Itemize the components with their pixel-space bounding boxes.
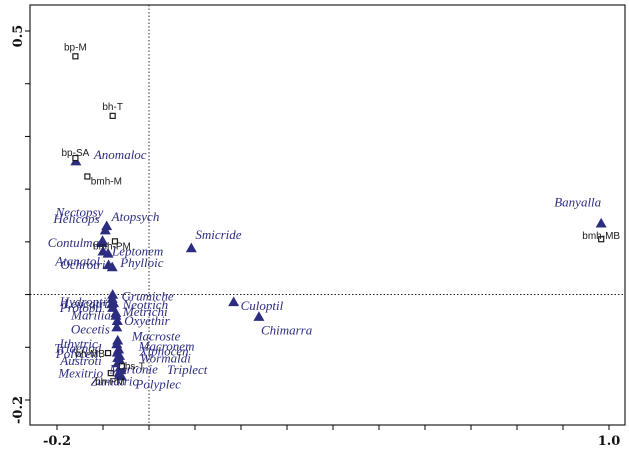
site-marker [118, 363, 125, 370]
site-marker [104, 349, 112, 357]
taxon-label: Triaenod [54, 341, 101, 356]
taxon-marker [115, 370, 127, 381]
taxon-label: Metrichi [122, 304, 168, 319]
taxon-label: Ithytric [59, 336, 98, 351]
site-label: bh-PM [95, 377, 124, 388]
taxon-label: Polyplec [134, 376, 181, 391]
taxon-label: Culoptil [241, 298, 284, 313]
site-label: bh-MB [76, 349, 106, 360]
taxon-label: Leptonem [111, 243, 163, 258]
taxon-label: Atanatol [54, 253, 100, 268]
taxon-label: Triplect [167, 362, 208, 377]
site-label: bh-T [102, 102, 123, 113]
taxon-label: Grumiche [122, 289, 174, 304]
site-marker [111, 238, 119, 245]
tick-marks [25, 30, 610, 430]
plot-frame [29, 4, 626, 426]
data-labels: Anomaloc Banyalla Atopsych Smicride Helicops… [48, 42, 621, 391]
taxon-marker [110, 310, 122, 320]
taxon-label: Polycen [55, 346, 98, 361]
taxon-marker [102, 247, 114, 258]
site-marker [72, 53, 79, 60]
taxon-label: Ochrotri [60, 257, 105, 272]
taxon-label: Hydropti [59, 294, 107, 309]
site-label: bmh-MB [582, 231, 620, 242]
taxon-label: Marilia [70, 308, 111, 323]
data-points [70, 53, 607, 381]
site-marker [598, 236, 605, 243]
taxon-label: Nectopsy [55, 204, 104, 219]
site-marker [72, 154, 79, 162]
taxon-label: Phylloic [119, 255, 164, 270]
site-label: bmh-M [91, 176, 122, 187]
site-marker [107, 370, 114, 377]
taxon-marker [106, 261, 118, 272]
taxon-label: Macroste [131, 328, 181, 343]
taxon-marker [111, 321, 123, 332]
taxon-label: Neotrich [122, 297, 169, 312]
taxon-label: Xiphocen [139, 344, 189, 359]
taxon-label: Macronem [138, 338, 195, 353]
site-label: bp-SA [62, 148, 90, 159]
taxon-label: Anomaloc [93, 147, 147, 162]
taxon-marker [111, 315, 123, 326]
taxon-label: Mexitrio [57, 366, 103, 381]
taxon-label: Contulma [48, 235, 100, 250]
taxon-marker [253, 311, 265, 321]
taxon-label: Protopti [59, 300, 103, 315]
site-label: bs-T [125, 361, 145, 372]
taxon-label: Smicride [195, 227, 241, 242]
taxon-label: Oxyethir [124, 313, 170, 328]
taxon-marker [185, 242, 197, 253]
y-tick-label-top: 0.5 [11, 25, 26, 48]
taxon-label: Banyalla [554, 194, 601, 209]
taxon-marker [228, 296, 240, 307]
taxon-marker [595, 217, 607, 228]
taxon-marker [96, 237, 108, 248]
taxon-label: Chimarra [261, 323, 313, 338]
taxon-label: Oecetis [71, 321, 110, 336]
taxon-label: Zumatric [91, 374, 139, 389]
x-tick-label-left: -0.2 [43, 434, 71, 449]
taxon-label: Helicops [52, 211, 99, 226]
site-marker [84, 173, 91, 180]
taxon-marker [99, 224, 111, 235]
site-label: bp-M [64, 42, 87, 53]
taxon-label: Wormaldi [140, 350, 191, 365]
site-label: bmh-PM [93, 241, 131, 252]
taxon-label: Austroti [59, 353, 102, 368]
y-tick-label-bottom: -0.2 [11, 396, 26, 424]
x-tick-label-right: 1.0 [598, 434, 621, 449]
taxon-label: Leucotri [63, 296, 108, 311]
taxon-label: Atopsych [111, 209, 160, 224]
site-marker [109, 112, 116, 119]
taxon-label: Mortonie [108, 361, 158, 376]
taxon-marker [107, 289, 119, 299]
